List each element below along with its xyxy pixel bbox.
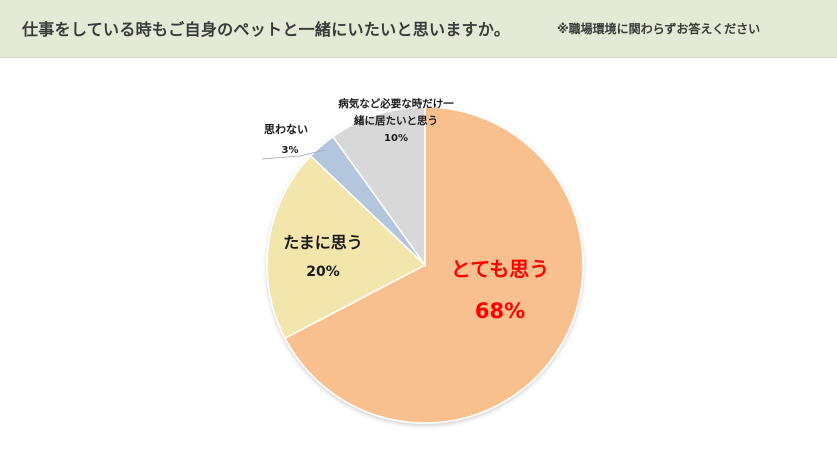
slice-percent-only-when-needed: 10%: [384, 133, 408, 144]
slice-label-only-when-needed-line-2: 緒に居たいと思う: [354, 114, 438, 127]
pie-slice-very-much: [283, 106, 584, 424]
slice-percent-not-really: 3%: [282, 145, 299, 156]
slice-label-only-when-needed-line-1: 病気など必要な時だけ一: [338, 97, 454, 110]
slice-percent-sometimes: 20%: [306, 264, 340, 280]
page-title: 仕事をしている時もご自身のペットと一緒にいたいと思いますか。: [22, 20, 511, 39]
header-note: ※職場環境に関わらずお答えください: [557, 22, 761, 36]
slice-labels: とても思う 68% たまに思う 20% 思わない 3% 病気など必要な時だけ一緒に居たいと思…: [264, 97, 549, 323]
leader-lines: [261, 149, 326, 160]
slice-label-not-really: 思わない: [264, 123, 308, 136]
header-banner: 仕事をしている時もご自身のペットと一緒にいたいと思いますか。 ※職場環境に関わら…: [0, 0, 837, 58]
slice-percent-very-much: 68%: [475, 299, 525, 323]
pie-slice-sometimes: [266, 154, 427, 340]
slice-label-sometimes: たまに思う: [283, 233, 363, 252]
leader-line-not-really: [261, 149, 326, 160]
pie-slices: [266, 106, 584, 424]
pie-slice-only-when-needed: [331, 106, 426, 268]
slice-label-very-much: とても思う: [451, 257, 549, 281]
